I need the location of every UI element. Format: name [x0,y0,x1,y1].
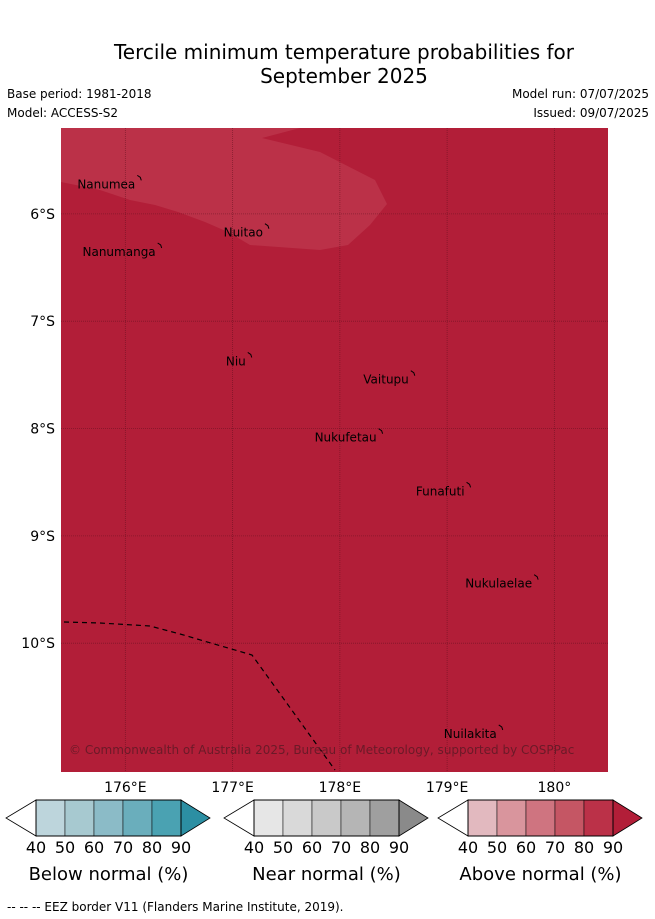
lon-tick-label: 178°E [319,780,362,796]
island-layer: Nanumea Nuitao Nanumanga Niu Vaitupu Nukufeta… [77,174,539,741]
colorbar-swatch [496,799,527,837]
colorbar-title: Near normal (%) [252,864,401,885]
colorbar-high-extension [180,799,211,837]
colorbar-legends: 40 50 60 70 80 90 Below normal (%) 40 50 60 70 80 90… [5,799,643,885]
colorbar-swatch [340,799,371,837]
island-label: Nukufetau [315,431,377,445]
colorbar-high-extension [612,799,643,837]
lon-tick-label: 179°E [426,780,469,796]
colorbar-tick-label: 40 [458,838,478,857]
island-label: Vaitupu [363,373,409,387]
lat-tick-label: 7°S [30,314,55,330]
colorbar-tick-label: 70 [331,838,351,857]
colorbar-swatch [583,799,614,837]
island-outline [466,481,472,488]
colorbar-swatch [467,799,498,837]
colorbar-high-extension [398,799,429,837]
issued-date: Issued: 09/07/2025 [533,106,649,120]
colorbar-tick-label: 70 [545,838,565,857]
eez-footnote: -- -- -- EEZ border V11 (Flanders Marine… [7,900,344,914]
colorbar-tick-label: 80 [574,838,594,857]
colorbar-swatch [311,799,342,837]
colorbar-frame [35,799,182,837]
colorbar-swatch [93,799,124,837]
island-outline [137,174,142,181]
colorbar-tick-label: 50 [273,838,293,857]
lon-tick-label: 177°E [211,780,254,796]
base-period: Base period: 1981-2018 [7,87,152,101]
above-normal-70-80-region [61,128,387,250]
colorbar: 40 50 60 70 80 90 Above normal (%) [437,799,643,885]
island-outline [247,352,253,358]
island-label: Nanumea [77,177,135,191]
colorbar-low-extension [5,799,37,837]
island-outline [533,574,539,580]
island-outline [264,223,270,229]
island-outline [410,370,416,376]
copyright-notice: © Commonwealth of Australia 2025, Bureau… [69,743,574,757]
lat-tick-label: 10°S [21,636,55,652]
colorbar-tick-label: 70 [113,838,133,857]
map-gridlines [61,128,608,772]
island-label: Nukulaelae [465,577,532,591]
colorbar-low-extension [437,799,469,837]
colorbar-tick-label: 60 [84,838,104,857]
colorbar-tick-label: 80 [142,838,162,857]
colorbar-swatch [554,799,585,837]
model-name: Model: ACCESS-S2 [7,106,119,120]
colorbar-swatch [151,799,182,837]
model-run: Model run: 07/07/2025 [511,87,649,101]
map-title-line2: September 2025 [260,64,428,88]
eez-border [63,621,336,771]
colorbar-swatch [369,799,400,837]
island-outline [157,242,163,249]
colorbar-swatch [282,799,313,837]
island-label: Nuitao [224,226,263,240]
colorbar-low-extension [223,799,255,837]
latitude-tick-labels: 6°S 7°S 8°S 9°S 10°S [21,207,55,652]
colorbar-tick-label: 40 [26,838,46,857]
colorbar-title: Below normal (%) [29,864,189,885]
colorbar-swatch [64,799,95,837]
colorbar-title: Above normal (%) [459,864,621,885]
colorbar-swatch [122,799,153,837]
colorbar: 40 50 60 70 80 90 Below normal (%) [5,799,211,885]
map-title-line1: Tercile minimum temperature probabilitie… [113,40,575,64]
colorbar-tick-label: 50 [487,838,507,857]
colorbar-frame [253,799,400,837]
lat-tick-label: 9°S [30,529,55,545]
colorbar-tick-label: 90 [389,838,409,857]
colorbar-tick-label: 60 [302,838,322,857]
colorbar-tick-label: 80 [360,838,380,857]
colorbar-swatch [253,799,284,837]
colorbar-tick-label: 40 [244,838,264,857]
island-label: Nanumanga [83,245,156,259]
map-figure: Nanumea Nuitao Nanumanga Niu Vaitupu Nukufeta… [5,128,643,885]
colorbar-frame [467,799,614,837]
colorbar-tick-label: 90 [603,838,623,857]
lat-tick-label: 8°S [30,422,55,438]
map-title: Tercile minimum temperature probabilitie… [0,40,655,88]
island-label: Funafuti [416,484,465,498]
island-outline [378,428,384,434]
colorbar-tick-label: 60 [516,838,536,857]
island-label: Niu [226,354,246,368]
colorbar-tick-label: 50 [55,838,75,857]
lat-tick-label: 6°S [30,207,55,223]
colorbar: 40 50 60 70 80 90 Near normal (%) [223,799,429,885]
longitude-tick-labels: 176°E 177°E 178°E 179°E 180° [104,780,571,796]
colorbar-tick-label: 90 [171,838,191,857]
colorbar-swatch [35,799,66,837]
lon-tick-label: 176°E [104,780,147,796]
island-outline [498,724,504,731]
lon-tick-label: 180° [538,780,572,796]
colorbar-swatch [525,799,556,837]
island-label: Nuilakita [444,727,497,741]
